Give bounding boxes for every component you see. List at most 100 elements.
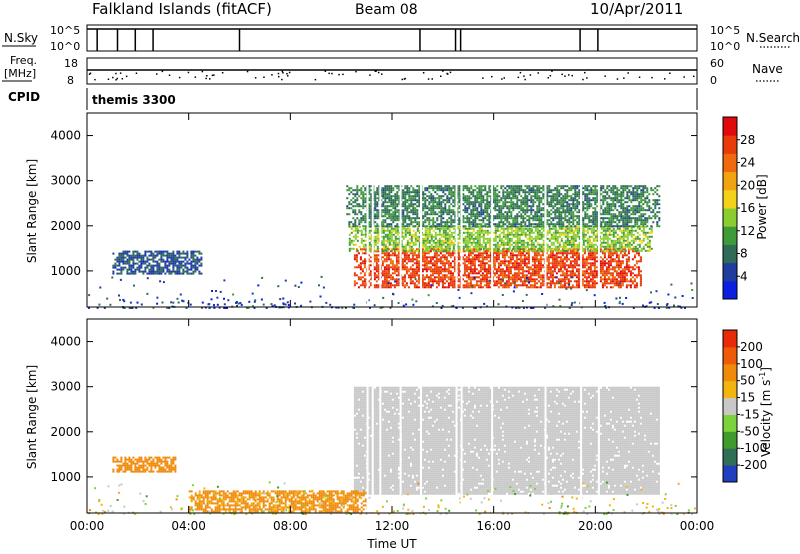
nave-dot <box>161 70 164 73</box>
nave-dot <box>440 75 442 77</box>
colorbar-tick-label: 20 <box>740 178 755 192</box>
nave-dot <box>112 76 114 79</box>
nave-dot <box>449 71 452 74</box>
x-tick-label: 12:00 <box>375 519 410 533</box>
velocity-colorbar: 200 100 50 15 -15 -50 -100 -200 <box>722 329 767 483</box>
nave-dot <box>381 73 383 75</box>
nave-dot <box>246 70 249 73</box>
nave-dot <box>568 74 570 76</box>
nave-dot <box>278 75 280 78</box>
nave-dot <box>211 74 214 77</box>
echo-region-main-middle <box>348 225 653 252</box>
nave-dot <box>324 70 327 72</box>
cpid-label: CPID <box>8 90 40 104</box>
cpid-panel: CPID themis 3300 <box>8 88 698 110</box>
nsky-tick-bottom: 10^0 <box>50 40 80 53</box>
velocity-panel: 1000 2000 3000 4000 00:00 04:00 08:00 12:00 16:0… <box>25 318 773 533</box>
nsky-frame <box>86 24 698 52</box>
nave-dot <box>638 76 641 78</box>
nave-dot <box>584 71 586 74</box>
velocity-axes: 1000 2000 3000 4000 00:00 04:00 08:00 12:00 16:0… <box>50 319 714 533</box>
colorbar-segment <box>723 153 737 173</box>
x-tick-label: 20:00 <box>578 519 613 533</box>
nave-dot <box>355 70 357 73</box>
nave-dot <box>328 72 330 75</box>
nave-dot <box>693 75 695 78</box>
colorbar-tick-label: 200 <box>740 340 763 354</box>
nave-dot <box>651 76 653 79</box>
nave-dot <box>369 74 371 76</box>
nave-dot <box>547 77 549 79</box>
colorbar-segment <box>723 135 737 154</box>
nave-dot <box>221 72 224 74</box>
nsearch-tick-bottom: 10^0 <box>710 40 740 53</box>
nave-dot <box>201 70 204 73</box>
y-tick-label: 3000 <box>50 380 81 394</box>
nave-dot <box>517 76 520 79</box>
echo-region-main-upper <box>346 185 661 228</box>
colorbar-segment <box>723 226 737 245</box>
colorbar-tick-label: 8 <box>740 247 748 261</box>
nave-dot <box>524 78 526 81</box>
nsky-label: N.Sky <box>4 31 38 45</box>
nave-dot <box>205 77 207 80</box>
nave-dot <box>135 72 138 74</box>
station-title: Falkland Islands (fitACF) <box>92 0 272 18</box>
nave-dot <box>375 70 377 72</box>
colorbar-tick-label: 16 <box>740 201 755 215</box>
nave-dot <box>519 71 522 74</box>
freq-tick-bottom: 8 <box>67 74 74 87</box>
x-tick-label: 08:00 <box>273 519 308 533</box>
nave-dot <box>604 75 606 77</box>
colorbar-segment <box>723 380 737 399</box>
power-ylabel: Slant Range [km] <box>25 159 39 263</box>
nave-dot <box>156 73 158 75</box>
colorbar-segment <box>723 431 737 449</box>
nave-dot <box>282 72 284 74</box>
nave-dot <box>288 71 291 74</box>
nave-dot <box>263 76 265 78</box>
nave-dot <box>683 76 685 78</box>
colorbar-tick-label: -200 <box>740 458 767 472</box>
x-tick-label: 16:00 <box>476 519 511 533</box>
x-tick-label: 00:00 <box>70 519 105 533</box>
y-tick-label: 2000 <box>50 425 81 439</box>
nave-dot <box>209 78 211 80</box>
colorbar-tick-label: -15 <box>740 407 760 421</box>
y-tick-label: 1000 <box>50 264 81 278</box>
data-gaps <box>366 113 600 307</box>
colorbar-segment <box>723 397 737 415</box>
nave-dot <box>281 78 283 81</box>
nave-dot <box>501 78 503 80</box>
y-tick-label: 3000 <box>50 174 81 188</box>
nave-dot <box>551 70 553 72</box>
nave-dot <box>616 78 619 80</box>
velocity-echoes <box>88 319 696 515</box>
nave-dot <box>529 74 532 76</box>
nave-dot <box>561 73 563 76</box>
nave-dot <box>88 73 91 75</box>
nave-dot <box>115 72 117 75</box>
nave-dot <box>427 78 430 80</box>
nsearch-tick-top: 10^5 <box>710 24 740 37</box>
freq-panel: Freq. [MHz] 18 8 60 0 Nave <box>2 54 783 87</box>
velocity-colorbar-label: Velocity [m s-1] <box>758 367 773 457</box>
nsky-tick-top: 10^5 <box>50 24 80 37</box>
nave-dot <box>121 78 124 80</box>
nave-dot <box>254 77 257 79</box>
nave-dot <box>116 77 118 80</box>
colorbar-tick-label: 100 <box>740 357 763 371</box>
nave-dot <box>586 77 588 79</box>
colorbar-tick-label: -50 <box>740 424 760 438</box>
nave-dot <box>281 70 284 73</box>
colorbar-segment <box>723 244 737 264</box>
nave-dot <box>582 78 584 81</box>
nave-tick-bottom: 0 <box>710 74 717 87</box>
nave-dot <box>669 72 671 74</box>
nave-dot <box>422 72 425 74</box>
y-tick-label: 1000 <box>50 470 81 484</box>
nave-dot <box>107 78 110 80</box>
colorbar-tick-label: 4 <box>740 269 748 283</box>
colorbar-segment <box>723 117 737 136</box>
